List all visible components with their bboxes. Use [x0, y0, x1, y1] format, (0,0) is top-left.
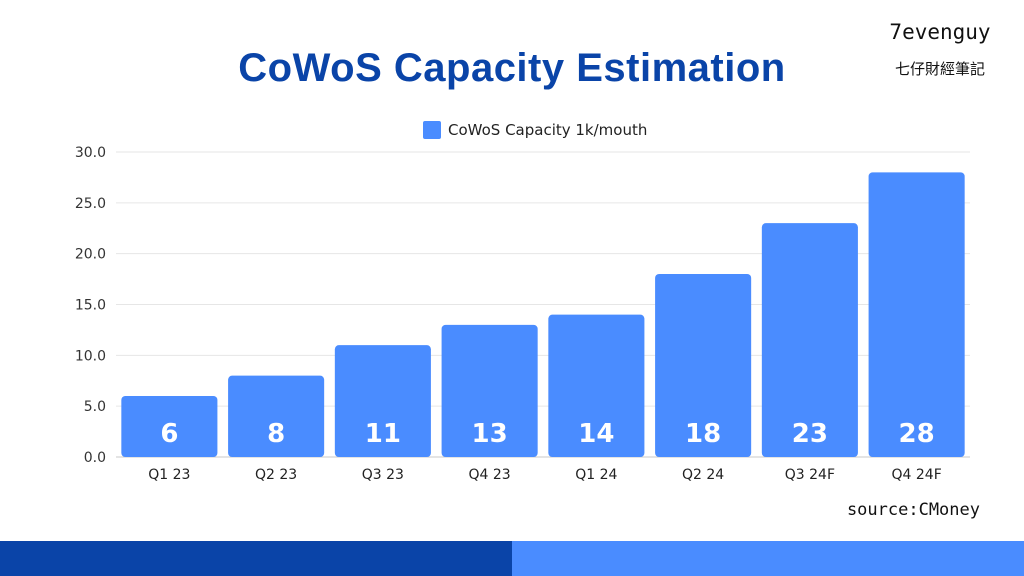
- legend-label: CoWoS Capacity 1k/mouth: [448, 121, 647, 139]
- x-tick-label: Q1 24: [575, 467, 617, 483]
- y-tick-label: 15.0: [75, 298, 106, 314]
- x-tick-label: Q3 23: [362, 467, 404, 483]
- bar-chart: 0.0 5.0 10.0 15.0 20.0 25.0 30.0 6 8 11 13 14 18 23 2…: [75, 121, 970, 483]
- y-tick-label: 25.0: [75, 196, 106, 212]
- brand-subtitle: 七仔財經筆記: [894, 60, 985, 78]
- bar-value-label: 28: [899, 419, 935, 449]
- bar: [228, 375, 325, 457]
- source-note: source:CMoney: [846, 500, 980, 520]
- bar-value-label: 14: [578, 419, 614, 449]
- y-tick-label: 20.0: [75, 247, 106, 263]
- y-axis-ticks: 0.0 5.0 10.0 15.0 20.0 25.0 30.0: [75, 145, 106, 466]
- footer-band-dark: [0, 541, 512, 576]
- bar: [548, 314, 645, 457]
- legend: CoWoS Capacity 1k/mouth: [423, 121, 647, 139]
- y-tick-label: 5.0: [84, 399, 106, 415]
- bar-value-label: 23: [792, 419, 828, 449]
- y-tick-label: 10.0: [75, 348, 106, 364]
- bar: [334, 345, 431, 457]
- y-tick-label: 30.0: [75, 145, 106, 161]
- bar-value-label: 11: [365, 419, 401, 449]
- legend-swatch: [423, 121, 441, 139]
- x-tick-label: Q2 23: [255, 467, 297, 483]
- x-tick-label: Q3 24F: [785, 467, 835, 483]
- bar-value-label: 13: [472, 419, 508, 449]
- bar-value-label: 8: [267, 419, 285, 449]
- x-tick-label: Q1 23: [148, 467, 190, 483]
- bars: 6 8 11 13 14 18 23 28: [121, 172, 965, 458]
- bar: [121, 396, 218, 457]
- bar-value-label: 18: [685, 419, 721, 449]
- bar: [655, 274, 752, 457]
- brand-name: 7evenguy: [889, 20, 991, 44]
- y-tick-label: 0.0: [84, 450, 106, 466]
- x-tick-label: Q4 24F: [892, 467, 942, 483]
- x-axis-ticks: Q1 23 Q2 23 Q3 23 Q4 23 Q1 24 Q2 24 Q3 24F Q4 2…: [148, 467, 941, 483]
- bar-value-label: 6: [160, 419, 178, 449]
- bar: [868, 172, 965, 458]
- footer-band-light: [512, 541, 1024, 576]
- x-tick-label: Q2 24: [682, 467, 724, 483]
- bar: [441, 324, 538, 457]
- bar: [761, 223, 858, 457]
- chart-title: CoWoS Capacity Estimation: [238, 46, 786, 90]
- x-tick-label: Q4 23: [469, 467, 511, 483]
